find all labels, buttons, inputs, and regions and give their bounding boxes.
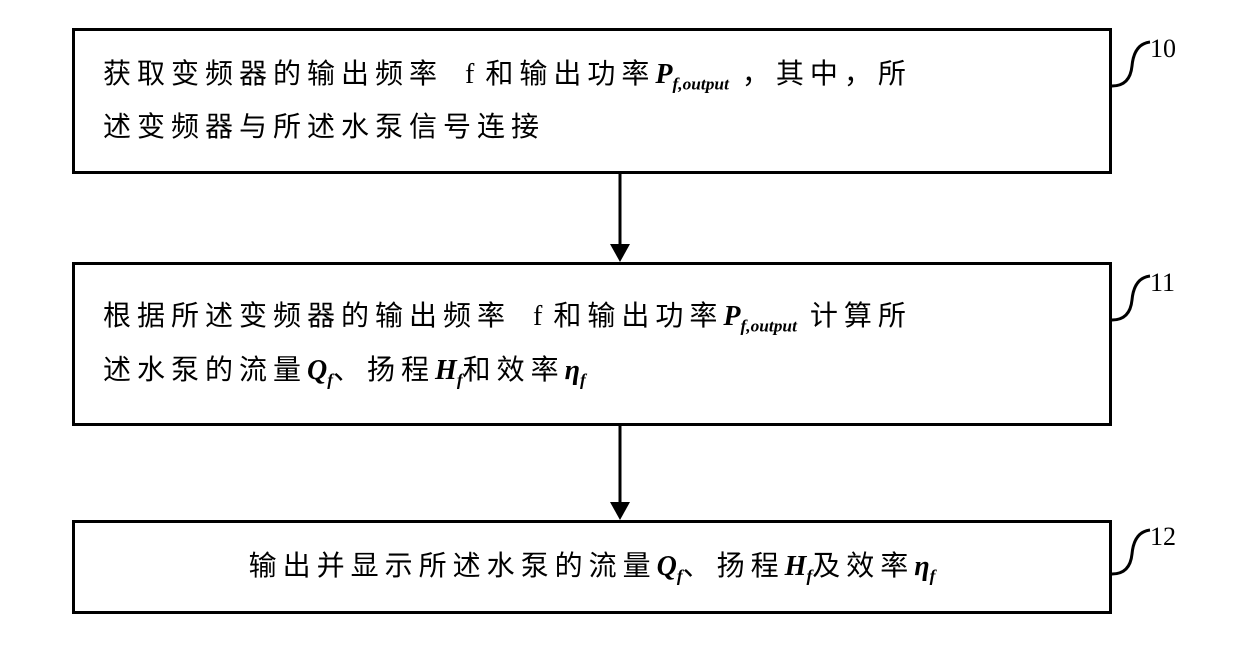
node-label-10: 10 — [1150, 34, 1176, 64]
flow-node-10: 获取变频器的输出频率 f 和输出功率Pf,output ，其中，所 述变频器与所… — [72, 28, 1112, 174]
flow-node-12: 输出并显示所述水泵的流量Qf、扬程Hf及效率ηf — [72, 520, 1112, 614]
flow-node-11: 根据所述变频器的输出频率 f 和输出功率Pf,output 计算所 述水泵的流量… — [72, 262, 1112, 426]
arrow-10-11 — [600, 174, 640, 262]
node-11-text: 根据所述变频器的输出频率 f 和输出功率Pf,output 计算所 述水泵的流量… — [103, 290, 1081, 397]
node-label-11: 11 — [1150, 268, 1175, 298]
node-label-12: 12 — [1150, 522, 1176, 552]
arrow-11-12 — [600, 426, 640, 520]
flowchart-canvas: 获取变频器的输出频率 f 和输出功率Pf,output ，其中，所 述变频器与所… — [0, 0, 1240, 670]
node-10-text: 获取变频器的输出频率 f 和输出功率Pf,output ，其中，所 述变频器与所… — [103, 48, 1081, 155]
node-12-text: 输出并显示所述水泵的流量Qf、扬程Hf及效率ηf — [103, 540, 1081, 594]
